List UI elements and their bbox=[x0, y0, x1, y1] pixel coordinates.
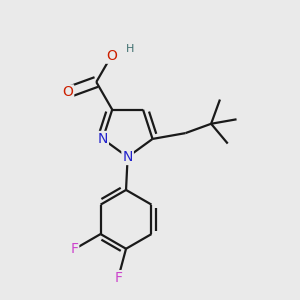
Text: N: N bbox=[122, 150, 133, 164]
Text: N: N bbox=[98, 132, 108, 146]
Text: O: O bbox=[62, 85, 73, 99]
Text: H: H bbox=[126, 44, 134, 54]
Text: F: F bbox=[114, 271, 122, 285]
Text: F: F bbox=[70, 242, 78, 256]
Text: O: O bbox=[106, 49, 117, 63]
